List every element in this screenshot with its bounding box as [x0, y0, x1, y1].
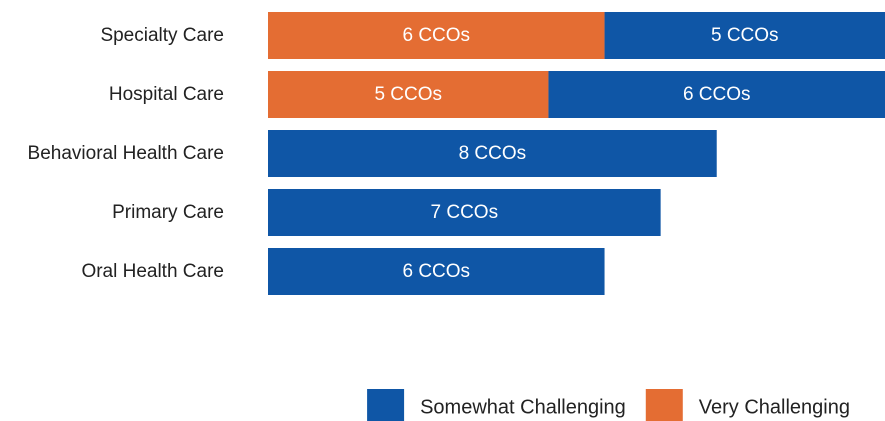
- category-label-hospital-care: Hospital Care: [109, 84, 224, 105]
- data-label-somewhat-challenging-behavioral-health-care: 8 CCOs: [459, 143, 527, 164]
- legend-label-somewhat-challenging: Somewhat Challenging: [420, 397, 626, 419]
- bar-somewhat-challenging-behavioral-health-care: [268, 130, 717, 177]
- category-label-oral-health-care: Oral Health Care: [81, 261, 224, 282]
- category-labels: Specialty Care Hospital Care Behavioral He…: [28, 25, 224, 282]
- data-label-somewhat-challenging-oral-health-care: 6 CCOs: [402, 261, 470, 282]
- bar-very-challenging-hospital-care: [268, 71, 549, 118]
- category-label-specialty-care: Specialty Care: [100, 25, 224, 46]
- bar-somewhat-challenging-specialty-care: [604, 12, 885, 59]
- data-label-very-challenging-specialty-care: 6 CCOs: [402, 25, 470, 46]
- bar-somewhat-challenging-oral-health-care: [268, 248, 605, 295]
- data-label-somewhat-challenging-hospital-care: 6 CCOs: [683, 84, 751, 105]
- legend-swatch-very-challenging: [645, 389, 683, 421]
- data-label-somewhat-challenging-specialty-care: 5 CCOs: [711, 25, 779, 46]
- data-label-somewhat-challenging-primary-care: 7 CCOs: [431, 202, 499, 223]
- bar-somewhat-challenging-primary-care: [268, 189, 661, 236]
- legend-swatch-somewhat-challenging: [367, 389, 405, 421]
- bars: 6 CCOs 5 CCOs 5 CCOs 6 CCOs 8 CCOs 7 CCOs 6 CC…: [268, 12, 885, 295]
- legend: Somewhat Challenging Very Challenging: [367, 389, 850, 421]
- data-label-very-challenging-hospital-care: 5 CCOs: [374, 84, 442, 105]
- category-label-primary-care: Primary Care: [112, 202, 224, 223]
- bar-somewhat-challenging-hospital-care: [548, 71, 885, 118]
- category-label-behavioral-health-care: Behavioral Health Care: [28, 143, 224, 164]
- bar-very-challenging-specialty-care: [268, 12, 605, 59]
- legend-label-very-challenging: Very Challenging: [699, 397, 850, 419]
